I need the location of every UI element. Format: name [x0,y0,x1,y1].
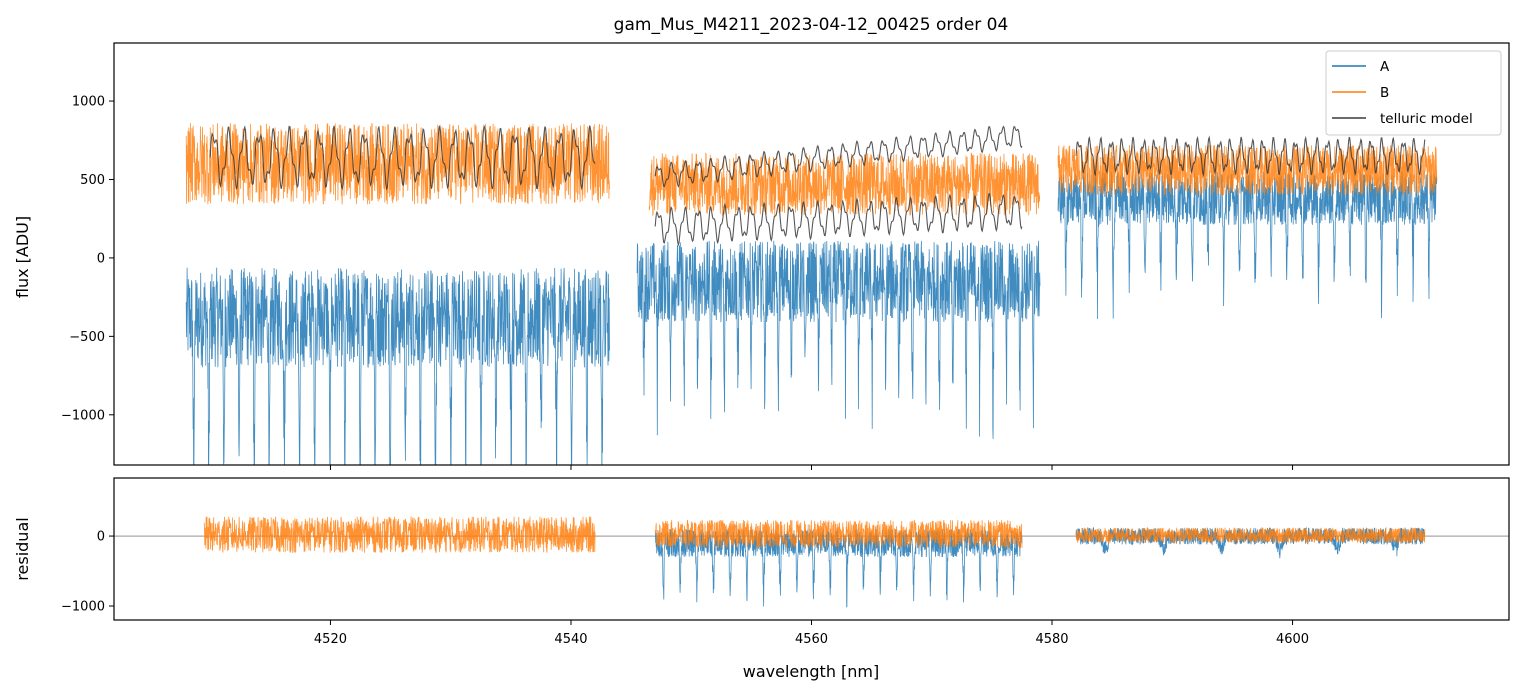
series-telluric-segment-2 [654,192,1023,247]
series-b-segment-0 [203,516,596,554]
y-tick-label: 0 [97,251,105,266]
series-telluric-segment-1 [654,125,1023,188]
chart-title: gam_Mus_M4211_2023-04-12_00425 order 04 [614,15,1009,35]
series-b-segment-0 [185,123,610,205]
bottom-ylabel: residual [13,517,32,580]
bottom-xlabel: wavelength [nm] [743,662,880,681]
y-tick-label: −1000 [61,600,105,615]
series-b-segment-1 [654,519,1023,549]
series-b-segment-1 [648,152,1041,217]
y-tick-label: −500 [69,330,105,345]
series-a-segment-0 [185,267,610,465]
y-tick-label: −1000 [61,408,105,423]
bottom-ticks: −1000 0 4520 4540 4560 4580 4600 [61,530,1309,647]
series-telluric-segment-0 [209,124,596,191]
x-tick-label: 4580 [1035,632,1068,647]
top-ylabel: flux [ADU] [13,216,32,298]
legend-box [1325,50,1502,136]
x-tick-label: 4560 [795,632,828,647]
top-plot-area [185,123,1438,465]
legend-label-telluric: telluric model [1380,111,1473,127]
bottom-panel: −1000 0 4520 4540 4560 4580 4600 residual wave… [13,477,1510,681]
top-panel: −1000 −500 0 500 1000 flux [ADU] A B telluri… [13,42,1510,470]
series-telluric-segment-3 [1075,135,1426,177]
x-tick-label: 4600 [1276,632,1309,647]
x-tick-label: 4540 [554,632,587,647]
bottom-plot-area [114,516,1509,608]
y-tick-label: 500 [80,173,105,188]
y-tick-label: 0 [97,530,105,545]
series-b-segment-2 [1075,526,1426,545]
legend: A B telluric model [1325,50,1502,136]
series-a-segment-1 [636,240,1041,439]
y-tick-label: 1000 [72,95,105,110]
x-tick-label: 4520 [314,632,347,647]
legend-label-a: A [1380,59,1390,75]
top-ticks: −1000 −500 0 500 1000 [61,95,1294,470]
legend-label-b: B [1380,85,1389,101]
